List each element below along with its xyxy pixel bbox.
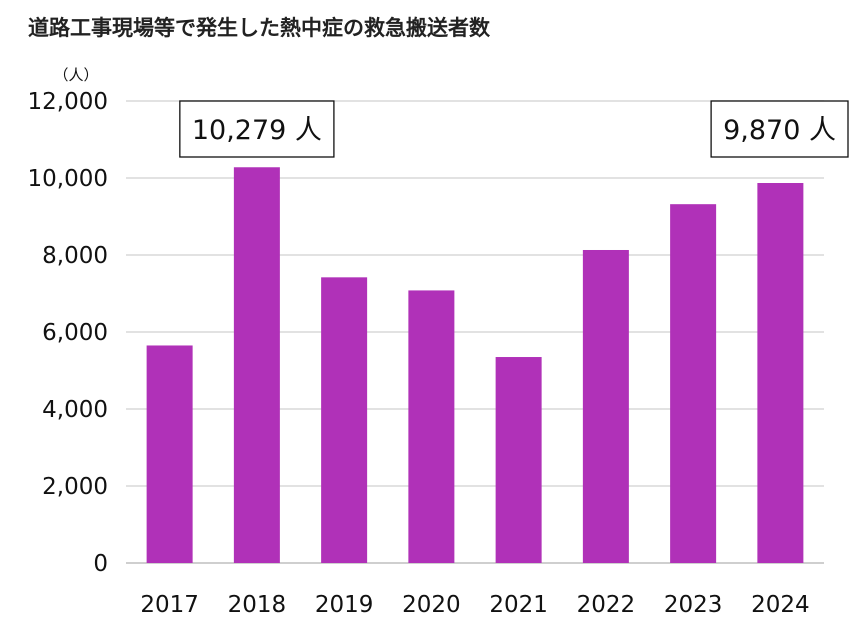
callout-box xyxy=(710,100,849,158)
y-tick-label: 12,000 xyxy=(28,89,108,115)
y-unit-label: （人） xyxy=(53,66,98,84)
bar-2018 xyxy=(233,167,280,564)
bar-2020 xyxy=(408,290,455,563)
y-tick-label: 2,000 xyxy=(42,474,108,500)
x-tick-label: 2023 xyxy=(664,592,723,618)
bar-2019 xyxy=(321,277,368,563)
x-tick-label: 2024 xyxy=(751,592,810,618)
bar-2022 xyxy=(582,249,629,563)
x-tick-label: 2018 xyxy=(228,592,287,618)
y-tick-label: 0 xyxy=(93,551,108,577)
callout-2018: 10,279 人 xyxy=(179,100,335,158)
x-tick-label: 2021 xyxy=(489,592,548,618)
y-tick-label: 10,000 xyxy=(28,166,108,192)
bars xyxy=(146,167,804,564)
y-tick-label: 4,000 xyxy=(42,397,108,423)
y-tick-label: 6,000 xyxy=(42,320,108,346)
x-tick-label: 2019 xyxy=(315,592,374,618)
axis-labels: 0 2,000 4,000 6,000 8,000 10,000 12,000 （人） 2017… xyxy=(28,66,810,618)
x-tick-label: 2017 xyxy=(140,592,199,618)
callout-2024: 9,870 人 xyxy=(710,100,849,158)
callout-label: 9,870 人 xyxy=(723,115,836,146)
callout-box xyxy=(179,100,335,158)
bar-2017 xyxy=(146,345,193,563)
bar-2021 xyxy=(495,357,542,563)
chart-title: 道路工事現場等で発生した熱中症の救急搬送者数 xyxy=(28,16,490,40)
x-tick-label: 2020 xyxy=(402,592,461,618)
y-tick-label: 8,000 xyxy=(42,243,108,269)
bar-2024 xyxy=(757,183,804,563)
callouts: 10,279 人 9,870 人 xyxy=(179,100,849,158)
callout-label: 10,279 人 xyxy=(192,115,322,146)
gridlines xyxy=(126,100,824,564)
x-tick-label: 2022 xyxy=(577,592,636,618)
bar-2023 xyxy=(670,204,717,563)
